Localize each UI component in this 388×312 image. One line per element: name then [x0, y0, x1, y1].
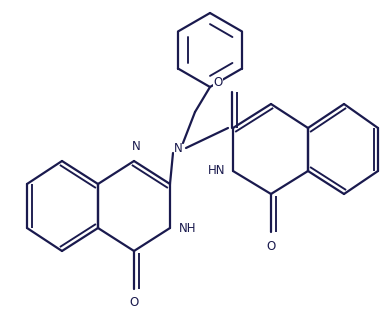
Text: O: O: [213, 76, 223, 89]
Text: NH: NH: [179, 222, 197, 235]
Text: O: O: [129, 296, 139, 310]
Text: N: N: [132, 140, 140, 154]
Text: O: O: [267, 240, 275, 252]
Text: HN: HN: [208, 164, 226, 178]
Text: N: N: [173, 142, 182, 154]
